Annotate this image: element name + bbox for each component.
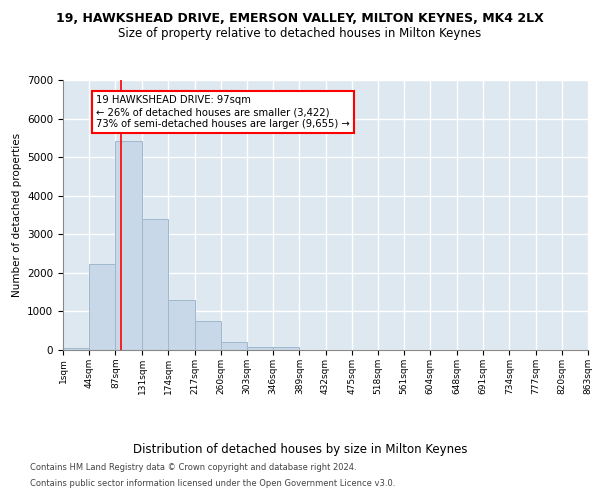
Text: 19, HAWKSHEAD DRIVE, EMERSON VALLEY, MILTON KEYNES, MK4 2LX: 19, HAWKSHEAD DRIVE, EMERSON VALLEY, MIL… (56, 12, 544, 26)
Bar (194, 321, 221, 350)
Bar (221, 342, 247, 350)
Bar (273, 347, 299, 350)
Bar (247, 347, 273, 350)
Text: Contains public sector information licensed under the Open Government Licence v3: Contains public sector information licen… (30, 478, 395, 488)
Bar (115, 140, 142, 350)
Bar (89, 264, 115, 350)
Text: Contains HM Land Registry data © Crown copyright and database right 2024.: Contains HM Land Registry data © Crown c… (30, 464, 356, 472)
Bar (63, 348, 89, 350)
Bar (142, 219, 169, 350)
Text: 19 HAWKSHEAD DRIVE: 97sqm
← 26% of detached houses are smaller (3,422)
73% of se: 19 HAWKSHEAD DRIVE: 97sqm ← 26% of detac… (96, 96, 350, 128)
Y-axis label: Number of detached properties: Number of detached properties (11, 133, 22, 297)
Text: Size of property relative to detached houses in Milton Keynes: Size of property relative to detached ho… (118, 28, 482, 40)
Text: Distribution of detached houses by size in Milton Keynes: Distribution of detached houses by size … (133, 442, 467, 456)
Bar (169, 300, 194, 350)
